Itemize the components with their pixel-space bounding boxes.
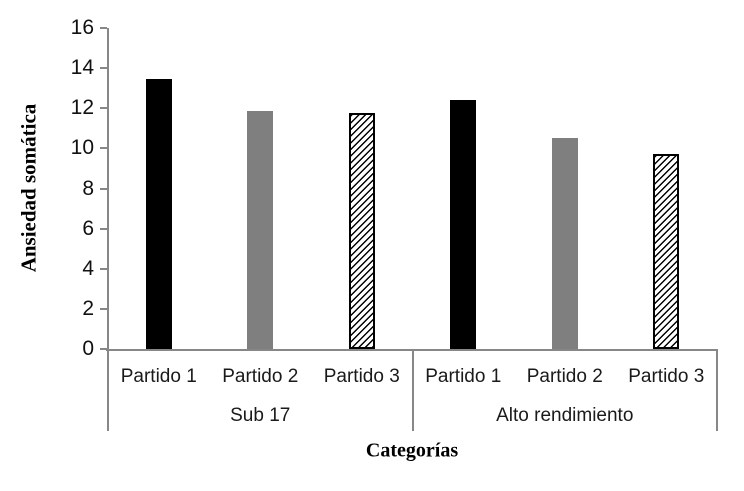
y-axis-tick-label: 8 — [82, 176, 94, 200]
y-axis-tick — [100, 307, 107, 310]
y-axis-title: Ansiedad somática — [16, 103, 41, 273]
bar-sub-17-partido-1 — [145, 79, 172, 349]
bar-sub-17-partido-3 — [348, 113, 375, 349]
bar-alto-rendimiento-partido-1 — [450, 100, 477, 349]
y-axis-tick — [100, 187, 107, 190]
y-axis-tick-label: 4 — [82, 256, 94, 280]
y-axis-tick-label: 14 — [70, 56, 94, 80]
y-axis-tick-label: 12 — [70, 96, 94, 120]
category-label-alto-rendimiento-partido-1: Partido 1 — [425, 366, 502, 387]
bar-sub-17-partido-2 — [247, 111, 274, 349]
y-axis-tick-label: 16 — [70, 16, 94, 39]
y-axis-tick — [100, 107, 107, 110]
y-axis-tick — [100, 147, 107, 150]
category-label-sub-17-partido-3: Partido 3 — [323, 366, 400, 387]
y-axis-tick-label: 6 — [82, 216, 94, 240]
category-label-alto-rendimiento-partido-3: Partido 3 — [628, 366, 705, 387]
y-axis-tick-label: 0 — [82, 337, 94, 360]
x-axis-line — [106, 349, 718, 351]
category-label-sub-17-partido-1: Partido 1 — [120, 366, 197, 387]
y-axis-tick-label: 10 — [70, 136, 94, 160]
category-label-sub-17-partido-2: Partido 2 — [222, 366, 299, 387]
y-axis-tick — [100, 67, 107, 70]
y-axis-tick — [100, 227, 107, 230]
group-separator — [716, 351, 718, 431]
y-axis-tick — [100, 267, 107, 270]
category-label-alto-rendimiento-partido-2: Partido 2 — [526, 366, 603, 387]
x-axis-title: Categorías — [365, 439, 459, 462]
group-separator — [411, 351, 414, 431]
y-axis-tick — [100, 348, 107, 350]
y-axis-tick-label: 2 — [82, 296, 94, 320]
group-label-sub-17: Sub 17 — [230, 405, 291, 426]
y-axis-line — [107, 28, 109, 431]
bar-alto-rendimiento-partido-3 — [653, 154, 680, 349]
y-axis-tick — [100, 27, 107, 29]
group-label-alto-rendimiento: Alto rendimiento — [496, 405, 634, 426]
bar-alto-rendimiento-partido-2 — [551, 138, 578, 349]
